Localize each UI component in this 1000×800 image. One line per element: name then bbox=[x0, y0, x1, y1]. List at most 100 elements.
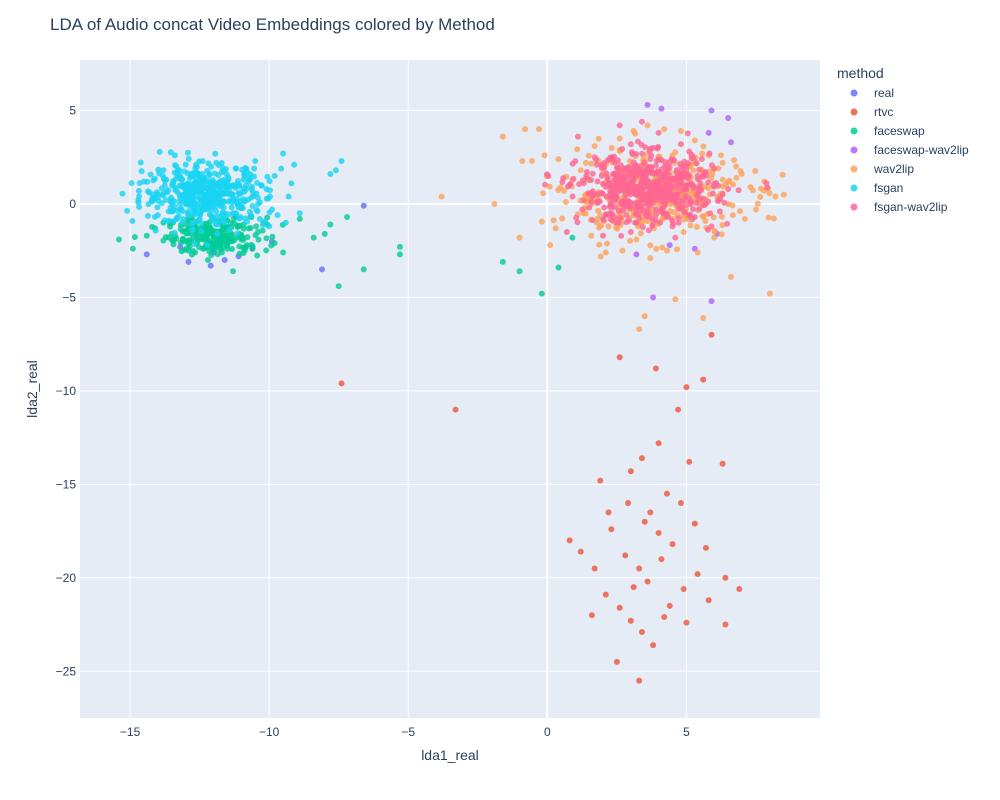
data-point bbox=[220, 204, 227, 211]
legend-item-faceswap[interactable]: faceswap bbox=[850, 124, 926, 138]
data-point bbox=[128, 180, 135, 187]
data-point bbox=[146, 189, 153, 196]
legend-marker bbox=[850, 127, 858, 135]
data-point bbox=[663, 163, 670, 170]
data-point bbox=[208, 207, 215, 214]
data-point bbox=[757, 193, 764, 200]
data-point bbox=[622, 552, 629, 559]
data-point bbox=[247, 225, 254, 232]
data-point bbox=[177, 197, 184, 204]
data-point bbox=[686, 148, 693, 155]
data-point bbox=[152, 227, 159, 234]
data-point bbox=[140, 178, 147, 185]
data-point bbox=[559, 215, 566, 222]
data-point bbox=[595, 135, 602, 142]
data-point bbox=[719, 191, 726, 198]
data-point bbox=[638, 455, 645, 462]
data-point bbox=[653, 157, 660, 164]
data-point bbox=[641, 313, 648, 320]
y-tick-label: −5 bbox=[62, 290, 76, 304]
data-point bbox=[680, 586, 687, 593]
data-point bbox=[669, 223, 676, 230]
data-point bbox=[177, 182, 184, 189]
legend-item-wav2lip[interactable]: wav2lip bbox=[850, 162, 915, 176]
data-point bbox=[674, 246, 681, 253]
data-point bbox=[221, 219, 228, 226]
data-point bbox=[633, 219, 640, 226]
data-point bbox=[137, 159, 144, 166]
data-point bbox=[658, 198, 665, 205]
data-point bbox=[586, 204, 593, 211]
data-point bbox=[649, 222, 656, 229]
data-point bbox=[228, 246, 235, 253]
data-point bbox=[536, 126, 543, 133]
data-point bbox=[669, 541, 676, 548]
data-point bbox=[735, 187, 742, 194]
data-point bbox=[168, 197, 175, 204]
data-point bbox=[184, 149, 191, 156]
data-point bbox=[252, 157, 259, 164]
data-point bbox=[538, 290, 545, 297]
data-point bbox=[596, 198, 603, 205]
legend-item-rtvc[interactable]: rtvc bbox=[850, 105, 894, 119]
data-point bbox=[162, 177, 169, 184]
data-point bbox=[574, 133, 581, 140]
data-point bbox=[638, 629, 645, 636]
data-point bbox=[253, 223, 260, 230]
data-point bbox=[647, 255, 654, 262]
data-point bbox=[722, 621, 729, 628]
data-point bbox=[730, 181, 737, 188]
data-point bbox=[633, 191, 640, 198]
data-point bbox=[552, 225, 559, 232]
data-point bbox=[643, 172, 650, 179]
data-point bbox=[628, 205, 635, 212]
data-point bbox=[179, 219, 186, 226]
data-point bbox=[645, 227, 652, 234]
legend-item-fsgan[interactable]: fsgan bbox=[850, 181, 904, 195]
data-point bbox=[167, 149, 174, 156]
legend-item-faceswap-wav2lip[interactable]: faceswap-wav2lip bbox=[850, 143, 970, 157]
data-point bbox=[733, 163, 740, 170]
data-point bbox=[627, 141, 634, 148]
data-point bbox=[650, 144, 657, 151]
data-point bbox=[202, 191, 209, 198]
data-point bbox=[598, 222, 605, 229]
x-tick-label: −15 bbox=[120, 725, 141, 739]
data-point bbox=[672, 234, 679, 241]
data-point bbox=[616, 122, 623, 129]
legend-label: rtvc bbox=[874, 105, 893, 119]
data-point bbox=[597, 253, 604, 260]
legend-item-fsgan-wav2lip[interactable]: fsgan-wav2lip bbox=[850, 200, 948, 214]
data-point bbox=[278, 165, 285, 172]
data-point bbox=[616, 167, 623, 174]
data-point bbox=[573, 214, 580, 221]
data-point bbox=[232, 165, 239, 172]
data-point bbox=[171, 229, 178, 236]
data-point bbox=[687, 222, 694, 229]
data-point bbox=[147, 171, 154, 178]
data-point bbox=[636, 565, 643, 572]
data-point bbox=[246, 174, 253, 181]
data-point bbox=[764, 184, 771, 191]
legend-item-real[interactable]: real bbox=[850, 86, 895, 100]
data-point bbox=[192, 193, 199, 200]
data-point bbox=[266, 223, 273, 230]
data-point bbox=[702, 200, 709, 207]
data-point bbox=[611, 171, 618, 178]
data-point bbox=[566, 182, 573, 189]
data-point bbox=[173, 214, 180, 221]
data-point bbox=[724, 220, 731, 227]
data-point bbox=[296, 210, 303, 217]
data-point bbox=[216, 186, 223, 193]
data-point bbox=[752, 168, 759, 175]
data-point bbox=[579, 177, 586, 184]
data-point bbox=[338, 157, 345, 164]
y-axis-title: lda2_real bbox=[24, 360, 40, 418]
data-point bbox=[170, 241, 177, 248]
data-point bbox=[360, 266, 367, 273]
legend-label: faceswap-wav2lip bbox=[874, 143, 969, 157]
data-point bbox=[569, 193, 576, 200]
data-point bbox=[653, 245, 660, 252]
data-point bbox=[189, 226, 196, 233]
y-tick-labels: 5 0 −5 −10 −15 −20 −25 bbox=[56, 103, 77, 678]
